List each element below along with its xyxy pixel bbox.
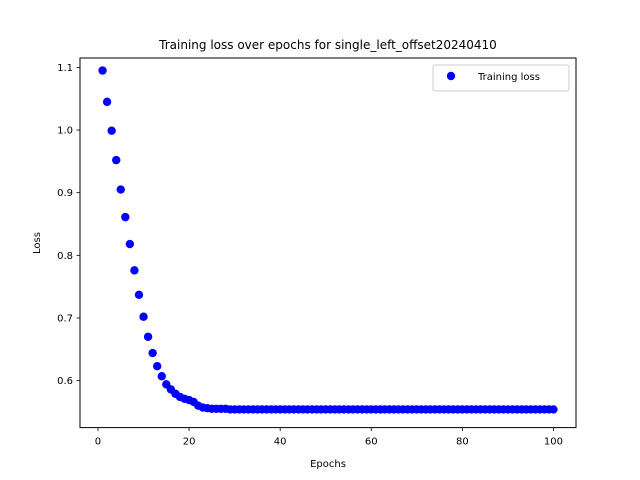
x-tick-label: 20 — [183, 437, 196, 448]
data-point — [107, 126, 116, 135]
y-tick-label: 0.8 — [57, 251, 73, 262]
legend-label: Training loss — [477, 72, 540, 83]
data-point — [112, 155, 121, 165]
chart-title: Training loss over epochs for single_lef… — [158, 38, 497, 52]
y-axis-ticks: 0.6 0.7 0.8 0.9 1.0 1.1 — [57, 63, 80, 387]
data-point — [153, 362, 162, 371]
data-point — [143, 332, 153, 341]
data-point — [102, 97, 112, 107]
data-point — [130, 266, 139, 275]
y-axis-label: Loss — [32, 232, 43, 254]
x-tick-label: 100 — [544, 437, 563, 448]
x-tick-label: 0 — [95, 437, 101, 448]
y-tick-label: 1.1 — [57, 63, 73, 74]
axes-frame — [79, 57, 577, 429]
x-tick-label: 60 — [365, 437, 378, 448]
legend: Training loss — [432, 64, 570, 92]
x-axis-ticks: 0 20 40 60 80 100 — [95, 427, 563, 448]
data-point — [157, 372, 166, 381]
data-point — [139, 312, 148, 321]
y-tick-label: 0.7 — [57, 313, 73, 324]
data-point — [98, 66, 107, 75]
x-tick-label: 40 — [274, 437, 287, 448]
data-point — [121, 212, 130, 222]
x-tick-label: 80 — [456, 437, 469, 448]
legend-marker — [446, 71, 456, 81]
y-tick-label: 1.0 — [57, 126, 73, 137]
y-tick-label: 0.9 — [57, 188, 73, 199]
data-point — [125, 239, 135, 249]
y-tick-label: 0.6 — [57, 376, 73, 387]
legend-box — [432, 64, 570, 92]
data-point — [148, 348, 157, 358]
plot-area — [79, 57, 577, 429]
data-point — [116, 185, 125, 194]
data-point — [134, 290, 144, 299]
data-points — [98, 66, 558, 414]
data-point — [549, 405, 558, 414]
x-axis-label: Epochs — [310, 459, 346, 470]
